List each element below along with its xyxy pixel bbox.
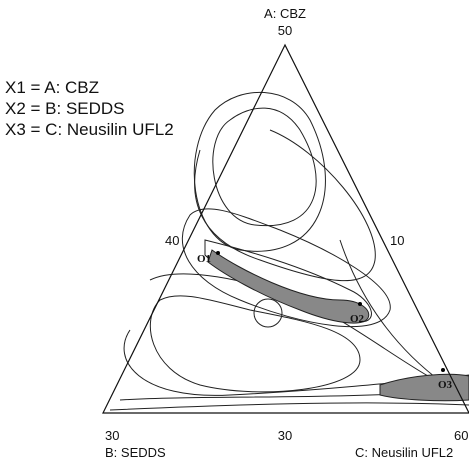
vertex-label: A: CBZ <box>264 6 306 21</box>
optimal-region <box>207 249 370 324</box>
vertex-label: B: SEDDS <box>105 445 166 460</box>
legend-entry: X2 = B: SEDDS <box>5 99 125 118</box>
point <box>441 368 445 372</box>
point-label: O2 <box>350 313 365 325</box>
vertex-label: C: Neusilin UFL2 <box>355 445 453 460</box>
edge-tick: 10 <box>390 233 404 248</box>
contours <box>109 91 469 411</box>
triangle <box>102 43 469 414</box>
legend-entry: X1 = A: CBZ <box>5 78 99 97</box>
vertex-value: 30 <box>105 428 119 443</box>
vertex-value: 50 <box>278 23 292 38</box>
point-label: O1 <box>197 253 211 265</box>
point <box>358 302 362 306</box>
edge-tick: 30 <box>278 428 292 443</box>
vertex-value: 60 <box>454 428 468 443</box>
edge-tick: 40 <box>165 233 179 248</box>
optimal-region <box>379 373 469 402</box>
legend-entry: X3 = C: Neusilin UFL2 <box>5 120 174 139</box>
point-label: O3 <box>438 379 453 391</box>
point <box>216 251 220 255</box>
